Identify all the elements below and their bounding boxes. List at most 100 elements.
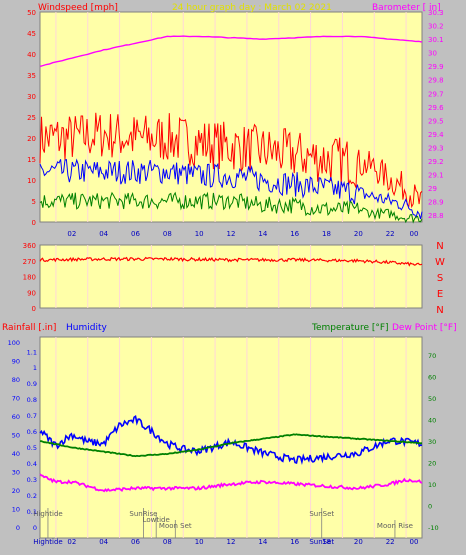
- wind-y-tick: 15: [27, 156, 36, 164]
- wind-x-tick: 14: [258, 230, 267, 238]
- event-label: Lowtide: [143, 516, 170, 524]
- climate-x-tick: 08: [163, 538, 172, 546]
- chart-title: 24 hour graph day : March 02 2021: [172, 3, 332, 13]
- wind-x-tick: 02: [67, 230, 76, 238]
- rain-y-tick: 1: [33, 364, 37, 372]
- event-label-bottom: Hightide: [33, 538, 63, 546]
- event-label: SunRise: [129, 510, 157, 518]
- humidity-y-tick: 0: [16, 524, 20, 532]
- wind-series-line: [39, 158, 423, 220]
- event-label: Moon Rise: [377, 522, 413, 530]
- wind-axis-title: Windspeed [mph]: [38, 3, 118, 13]
- barometer-y-tick: 30: [428, 50, 437, 58]
- direction-plot-area: [39, 244, 423, 309]
- climate-x-tick: 00: [410, 538, 419, 546]
- direction-y-tick: 0: [32, 305, 36, 313]
- wind-x-tick: 20: [354, 230, 363, 238]
- climate-x-tick: 12: [227, 538, 236, 546]
- direction-series-line: [39, 256, 423, 267]
- rain-y-tick: 0.5: [27, 444, 37, 452]
- wind-y-tick: 35: [27, 72, 36, 80]
- compass-label: N: [436, 241, 443, 252]
- rain-y-tick: 0.6: [27, 428, 37, 436]
- event-label-bottom: SunSet: [309, 538, 334, 546]
- wind-y-tick: 30: [27, 93, 36, 101]
- barometer-y-tick: 30.3: [428, 9, 444, 17]
- compass-label: N: [436, 305, 443, 316]
- barometer-y-tick: 29.5: [428, 117, 444, 125]
- compass-label: E: [437, 289, 443, 300]
- climate-x-tick: 14: [258, 538, 267, 546]
- temp-y-tick: 0: [428, 502, 432, 510]
- temp-axis-title: Temperature [°F]: [311, 323, 389, 333]
- direction-y-tick: 270: [23, 258, 36, 266]
- wind-x-tick: 04: [99, 230, 108, 238]
- humidity-y-tick: 40: [12, 450, 20, 458]
- humidity-y-tick: 10: [12, 506, 20, 514]
- wind-x-tick: 12: [227, 230, 236, 238]
- wind-plot-area: [39, 11, 423, 223]
- humidity-axis-title: Humidity: [66, 323, 107, 333]
- climate-x-tick: 18: [322, 538, 331, 546]
- wind-y-tick: 20: [27, 135, 36, 143]
- rain-y-tick: 1.1: [27, 348, 37, 356]
- temp-y-tick: -10: [428, 524, 439, 532]
- compass-label: W: [435, 257, 445, 268]
- rain-y-tick: 0.9: [27, 380, 37, 388]
- rain-y-tick: 0: [33, 524, 37, 532]
- barometer-y-tick: 30.1: [428, 36, 444, 44]
- climate-series-line: [39, 433, 423, 458]
- humidity-y-tick: 70: [12, 395, 20, 403]
- direction-y-tick: 180: [23, 274, 36, 282]
- barometer-y-tick: 30.2: [428, 23, 444, 31]
- rain-axis-title: Rainfall [.in]: [2, 323, 56, 333]
- barometer-y-tick: 29.7: [428, 90, 444, 98]
- barometer-y-tick: 29.8: [428, 77, 444, 85]
- rain-y-tick: 0.7: [27, 412, 37, 420]
- barometer-y-tick: 29.3: [428, 144, 444, 152]
- event-label: SunSet: [309, 510, 334, 518]
- rain-y-tick: 0.4: [27, 460, 37, 468]
- dewpoint-axis-title: Dew Point [°F]: [392, 323, 457, 333]
- climate-series-line: [39, 473, 423, 493]
- wind-x-tick: 10: [195, 230, 204, 238]
- barometer-y-tick: 29.6: [428, 104, 444, 112]
- barometer-series-line: [39, 35, 423, 68]
- climate-x-tick: 22: [386, 538, 395, 546]
- climate-x-tick: 06: [131, 538, 140, 546]
- humidity-y-tick: 30: [12, 469, 20, 477]
- rain-y-tick: 0.1: [27, 508, 37, 516]
- humidity-y-tick: 60: [12, 413, 20, 421]
- temp-y-tick: 70: [428, 352, 436, 360]
- temp-y-tick: 30: [428, 438, 436, 446]
- humidity-y-tick: 20: [12, 487, 20, 495]
- wind-x-tick: 06: [131, 230, 140, 238]
- wind-y-tick: 25: [27, 114, 36, 122]
- climate-x-tick: 20: [354, 538, 363, 546]
- wind-x-tick: 16: [290, 230, 299, 238]
- climate-x-tick: 04: [99, 538, 108, 546]
- temp-y-tick: 20: [428, 459, 436, 467]
- temp-y-tick: 60: [428, 373, 436, 381]
- wind-series-line: [39, 112, 423, 209]
- compass-label: S: [437, 273, 443, 284]
- climate-x-tick: 02: [67, 538, 76, 546]
- barometer-axis-title: Barometer [ in]: [372, 3, 441, 13]
- climate-x-tick: 10: [195, 538, 204, 546]
- humidity-y-tick: 90: [12, 358, 20, 366]
- event-label: Moon Set: [159, 522, 192, 530]
- rain-y-tick: 0.2: [27, 492, 37, 500]
- humidity-y-tick: 50: [12, 432, 20, 440]
- wind-x-tick: 18: [322, 230, 331, 238]
- wind-x-tick: 00: [410, 230, 419, 238]
- rain-y-tick: 0.8: [27, 396, 37, 404]
- wind-y-tick: 5: [32, 198, 36, 206]
- barometer-y-tick: 29: [428, 185, 437, 193]
- barometer-y-tick: 29.1: [428, 172, 444, 180]
- wind-x-tick: 22: [386, 230, 395, 238]
- wind-y-tick: 10: [27, 177, 36, 185]
- barometer-y-tick: 28.9: [428, 199, 444, 207]
- direction-y-tick: 360: [23, 242, 36, 250]
- barometer-y-tick: 29.9: [428, 63, 444, 71]
